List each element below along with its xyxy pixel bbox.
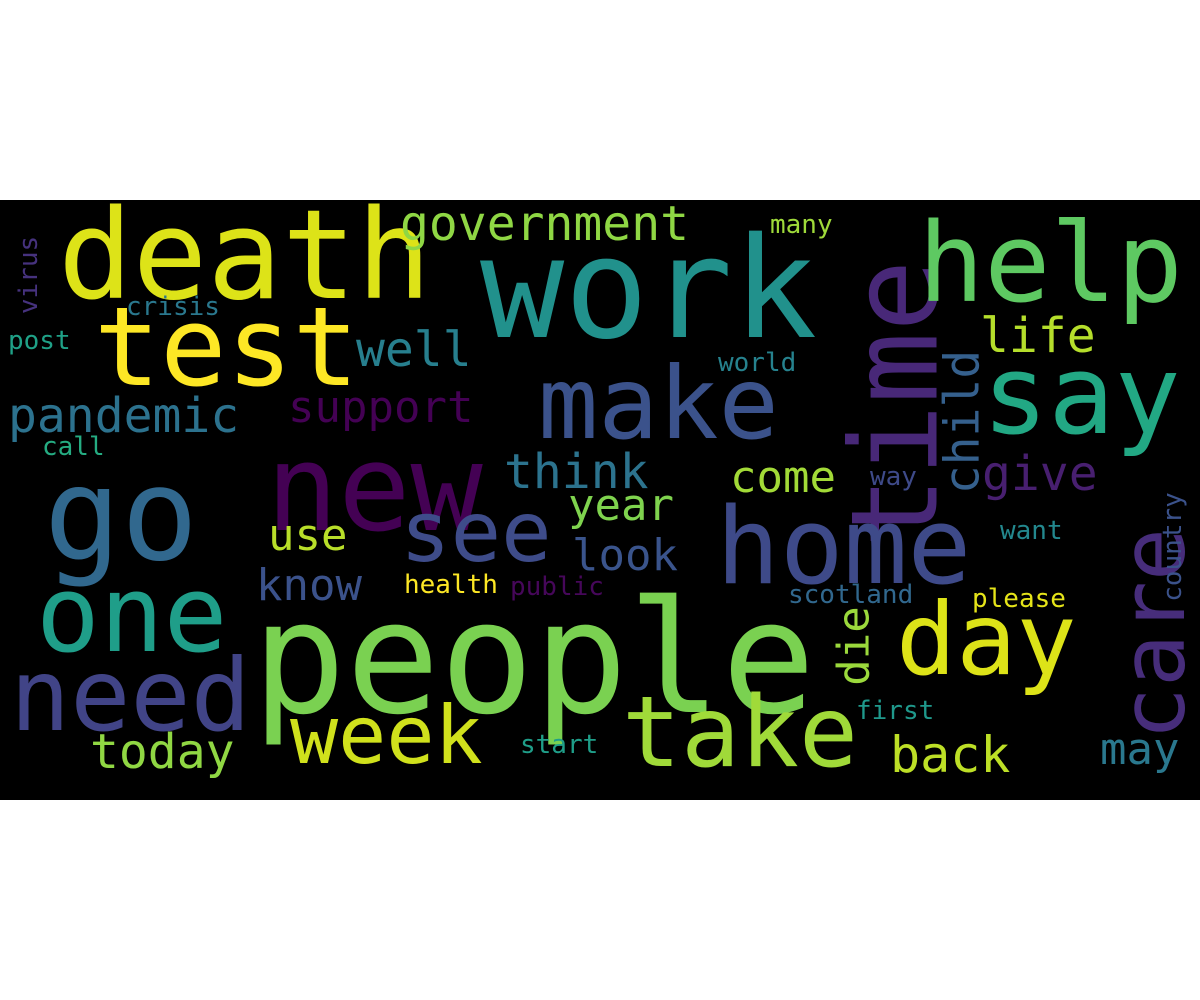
word-back: back [890,726,1011,784]
word-want: want [1000,516,1063,546]
word-work: work [480,208,818,371]
word-life: life [980,308,1096,364]
word-death: death [58,200,432,328]
word-call: call [42,432,105,462]
word-see: see [400,483,552,581]
word-please: please [972,584,1066,614]
word-home: home [716,485,972,608]
word-health: health [404,570,498,600]
word-look: look [572,530,678,581]
word-people: people [252,567,816,749]
word-support: support [288,382,474,433]
word-pandemic: pandemic [8,388,240,444]
word-well: well [356,322,472,378]
word-virus: virus [14,235,45,315]
word-child: child [934,349,991,495]
word-one: one [36,553,228,676]
word-make: make [538,345,779,462]
word-test: test [94,283,359,411]
word-die: die [828,606,880,686]
word-cloud: people work death new go time help test … [0,200,1200,800]
word-scotland: scotland [788,580,914,610]
word-need: need [10,637,251,754]
word-today: today [90,724,235,780]
word-public: public [510,572,604,602]
word-government: government [400,200,689,252]
word-know: know [256,560,362,611]
word-start: start [520,730,599,760]
word-use: use [268,510,348,561]
word-crisis: crisis [126,292,220,322]
word-way: way [870,462,917,492]
word-take: take [622,676,859,790]
word-go: go [44,441,199,590]
word-think: think [504,444,649,500]
word-help: help [918,200,1183,327]
word-many: many [770,210,833,240]
word-new: new [266,420,483,559]
word-give: give [982,446,1098,502]
word-year: year [568,480,674,531]
word-world: world [718,348,797,378]
word-first: first [856,696,935,726]
word-country: country [1157,492,1188,602]
word-post: post [8,326,71,356]
word-may: may [1100,724,1180,775]
word-week: week [290,689,483,782]
word-day: day [896,581,1077,698]
word-say: say [982,331,1181,459]
word-come: come [730,452,836,503]
